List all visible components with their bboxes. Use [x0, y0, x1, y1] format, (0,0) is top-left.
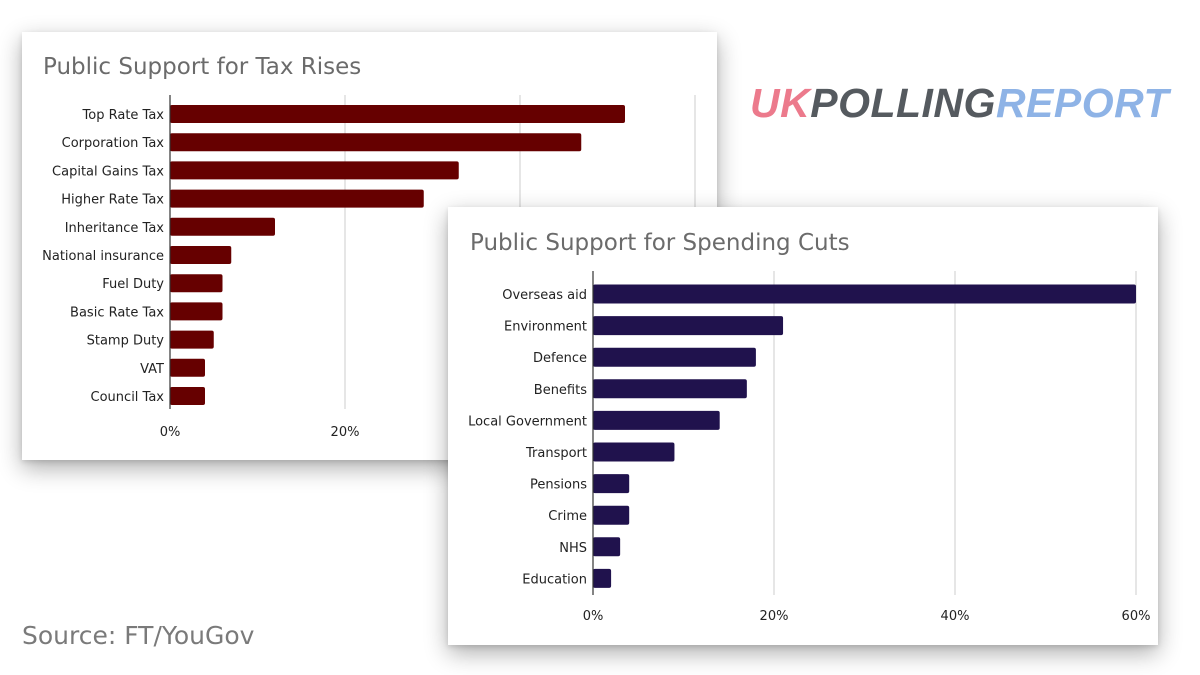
category-label: National insurance	[42, 249, 164, 264]
logo-part-report: REPORT	[995, 80, 1170, 126]
bar	[593, 537, 621, 557]
category-label: Transport	[525, 446, 587, 461]
ukpollingreport-logo: UKPOLLINGREPORT	[750, 80, 1169, 127]
logo-part-polling: POLLING	[810, 80, 996, 126]
logo-part-uk: UK	[750, 80, 811, 126]
category-label: Crime	[548, 509, 587, 524]
bar	[170, 330, 214, 349]
category-label: Defence	[533, 351, 587, 366]
category-label: Capital Gains Tax	[52, 164, 164, 179]
bar	[170, 105, 625, 123]
bar	[170, 246, 232, 264]
bar	[593, 505, 630, 525]
bar	[593, 347, 756, 367]
bar	[593, 379, 747, 399]
category-label: Inheritance Tax	[65, 221, 165, 236]
category-label: Top Rate Tax	[82, 108, 165, 123]
spending-cuts-chart: Overseas aid Environment Defence Benefits Lo…	[468, 271, 1151, 624]
category-label: Higher Rate Tax	[61, 193, 164, 208]
spending-cuts-chart-card: Public Support for Spending Cuts Oversea…	[448, 207, 1158, 645]
bar	[170, 274, 223, 293]
bar	[170, 358, 205, 377]
tick-label: 60%	[1122, 609, 1151, 624]
chart-title: Public Support for Spending Cuts	[470, 230, 850, 256]
bar	[593, 410, 720, 430]
tick-label: 20%	[760, 609, 789, 624]
category-label: Council Tax	[91, 390, 165, 405]
bar	[593, 284, 1136, 304]
bar	[170, 161, 459, 180]
category-label: Stamp Duty	[87, 334, 165, 349]
tick-label: 20%	[331, 425, 360, 440]
category-label: Corporation Tax	[62, 136, 165, 151]
chart-title: Public Support for Tax Rises	[43, 54, 362, 80]
category-label: Pensions	[530, 478, 587, 493]
tax-rises-chart: Top Rate Tax Corporation Tax Capital Gains…	[42, 95, 696, 440]
category-label: Education	[522, 572, 587, 587]
bar	[170, 302, 223, 321]
bar	[593, 442, 675, 462]
bar	[593, 474, 630, 494]
bar	[593, 316, 784, 336]
category-label: Environment	[504, 320, 587, 335]
category-label: NHS	[559, 541, 587, 556]
bar	[170, 189, 424, 208]
category-label: Basic Rate Tax	[70, 305, 164, 320]
category-label: Local Government	[468, 414, 587, 429]
tick-label: 40%	[941, 609, 970, 624]
bar	[170, 217, 275, 236]
bar	[170, 133, 582, 152]
bar	[593, 568, 612, 588]
category-label: Fuel Duty	[102, 277, 164, 292]
category-label: VAT	[140, 362, 164, 377]
category-label: Benefits	[534, 383, 587, 398]
tick-label: 0%	[583, 609, 604, 624]
tick-label: 0%	[160, 425, 181, 440]
bar	[170, 387, 205, 405]
source-note: Source: FT/YouGov	[22, 621, 255, 650]
category-label: Overseas aid	[502, 288, 587, 303]
